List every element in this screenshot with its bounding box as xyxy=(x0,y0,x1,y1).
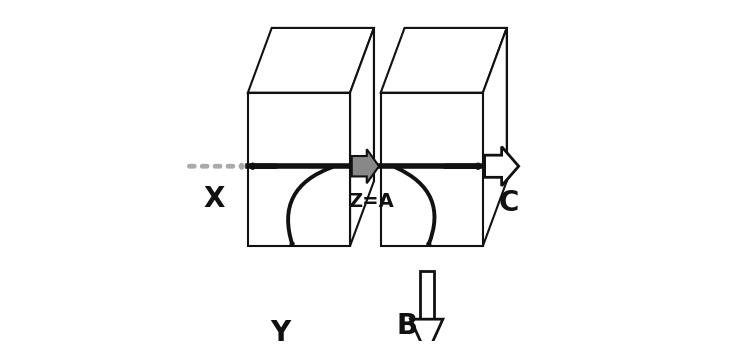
Polygon shape xyxy=(350,28,374,246)
Polygon shape xyxy=(483,28,507,246)
Bar xyxy=(420,271,433,327)
Text: Z=A: Z=A xyxy=(348,192,394,211)
Polygon shape xyxy=(248,93,350,246)
Text: C: C xyxy=(498,189,519,216)
Polygon shape xyxy=(381,93,483,246)
Polygon shape xyxy=(411,319,443,348)
FancyArrow shape xyxy=(352,149,379,183)
Polygon shape xyxy=(405,28,507,181)
Text: X: X xyxy=(204,185,225,213)
Text: Y: Y xyxy=(270,319,290,347)
Polygon shape xyxy=(381,28,507,93)
Polygon shape xyxy=(248,28,374,93)
Polygon shape xyxy=(272,28,374,181)
FancyArrow shape xyxy=(485,147,519,186)
Text: B: B xyxy=(396,313,417,340)
